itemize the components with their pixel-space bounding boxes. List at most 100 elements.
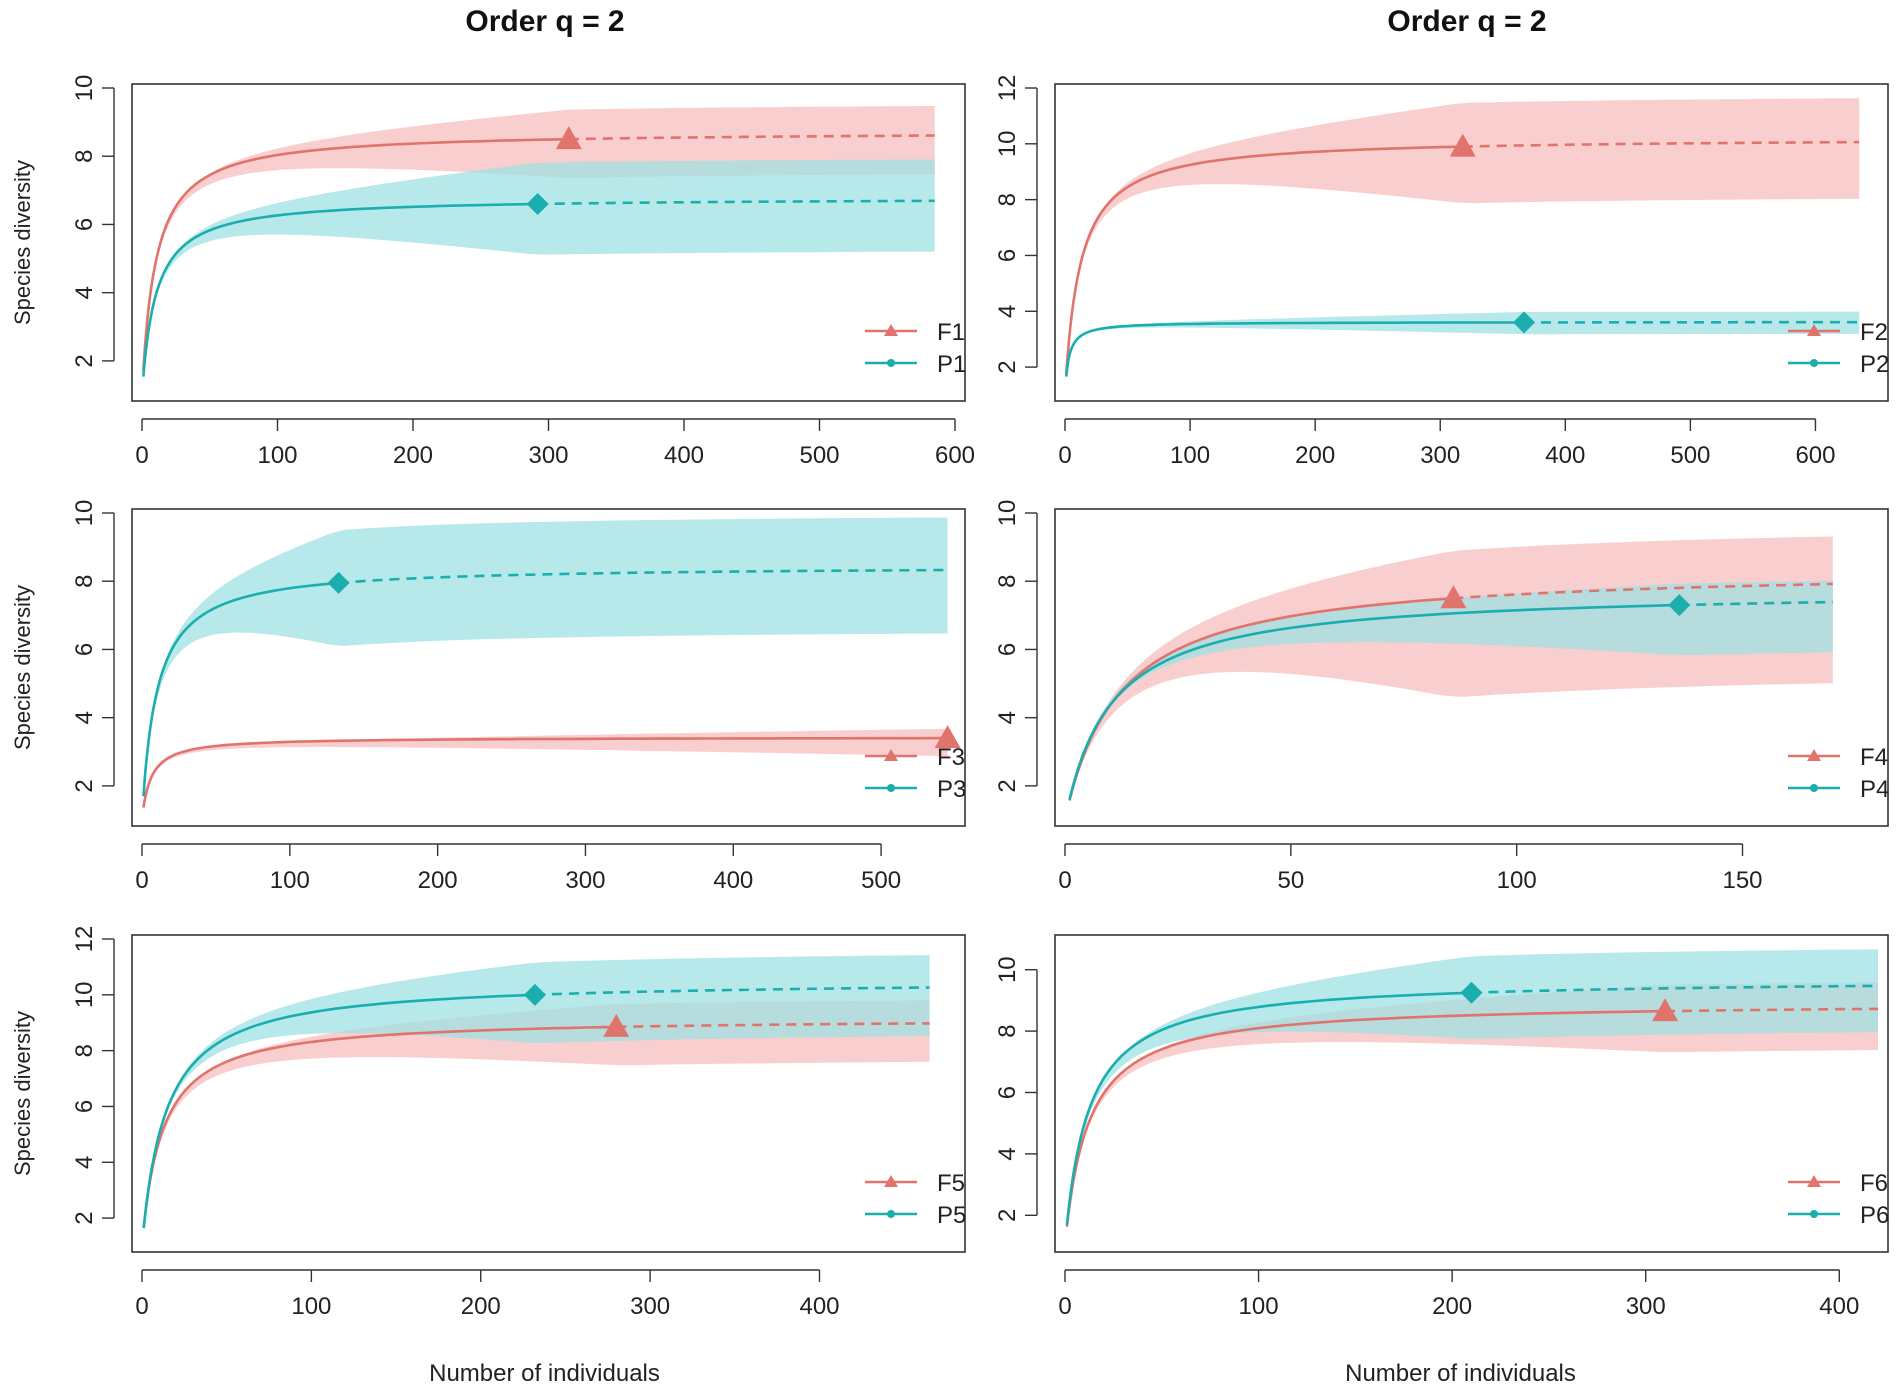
x-tick-label: 200 xyxy=(418,867,458,894)
legend-marker-P2 xyxy=(1810,359,1818,367)
y-tick-label: 6 xyxy=(994,249,1021,262)
x-tick-label: 400 xyxy=(1819,1293,1859,1320)
y-tick-label: 2 xyxy=(71,354,98,367)
legend-label-P3: P3 xyxy=(937,776,966,803)
extrapolated-line-F2 xyxy=(1462,140,1860,148)
y-tick-label: 8 xyxy=(71,150,98,163)
y-axis: 2 4 6 8 10 xyxy=(71,500,115,793)
y-tick-label: 4 xyxy=(71,711,98,724)
y-tick-label: 4 xyxy=(994,305,1021,318)
observed-point-F6 xyxy=(1652,998,1679,1022)
x-axis: 0 50 100 150 xyxy=(1058,843,1763,894)
x-tick-label: 500 xyxy=(861,867,901,894)
y-tick-label: 10 xyxy=(994,130,1021,157)
observed-point-F1 xyxy=(555,126,582,150)
interpolated-line-F1 xyxy=(142,137,569,371)
legend-label-F4: F4 xyxy=(1860,744,1888,771)
confidence-band-F4 xyxy=(1069,536,1833,802)
y-tick-label: 4 xyxy=(71,286,98,299)
y-tick-label: 10 xyxy=(71,75,98,102)
plot-frame xyxy=(131,934,966,1253)
plot-frame xyxy=(1054,508,1889,827)
observed-point-P4 xyxy=(1668,594,1691,617)
x-tick-label: 200 xyxy=(1295,442,1335,469)
y-tick-label: 12 xyxy=(71,926,98,953)
legend-label-F5: F5 xyxy=(937,1170,965,1197)
x-tick-label: 300 xyxy=(1420,442,1460,469)
x-tick-label: 0 xyxy=(135,867,148,894)
y-tick-label: 4 xyxy=(994,1147,1021,1160)
x-tick-label: 100 xyxy=(257,442,297,469)
y-tick-label: 2 xyxy=(994,360,1021,373)
x-tick-label: 300 xyxy=(1626,1293,1666,1320)
interpolated-line-P1 xyxy=(142,202,538,377)
x-tick-label: 400 xyxy=(799,1293,839,1320)
chart-panel-3: 0 100 200 300 400 500 2 4 6 8 10 Species diversity F… xyxy=(10,500,966,894)
chart-panel-1: 0 100 200 300 400 500 600 2 4 6 8 10 Species diversi… xyxy=(10,75,975,469)
y-axis-title: Species diversity xyxy=(10,160,35,325)
legend-marker-F2 xyxy=(1807,324,1821,336)
confidence-band-F2 xyxy=(1066,98,1860,376)
x-axis: 0 100 200 300 400 500 xyxy=(135,843,901,894)
legend-marker-F6 xyxy=(1807,1175,1821,1187)
legend-label-P6: P6 xyxy=(1860,1202,1889,1229)
plot-frame xyxy=(131,508,966,827)
x-tick-label: 600 xyxy=(1795,442,1835,469)
interpolated-line-P6 xyxy=(1065,991,1472,1225)
y-tick-label: 4 xyxy=(71,1156,98,1169)
x-tick-label: 100 xyxy=(1497,867,1537,894)
x-tick-label: 100 xyxy=(270,867,310,894)
confidence-band-P1 xyxy=(143,159,935,378)
legend-marker-F1 xyxy=(884,324,898,336)
legend-marker-P1 xyxy=(887,359,895,367)
interpolated-line-P3 xyxy=(142,581,339,797)
column-title-right: Order q = 2 xyxy=(1387,5,1546,38)
x-axis: 0 100 200 300 400 500 600 xyxy=(135,418,975,469)
y-tick-label: 2 xyxy=(994,779,1021,792)
x-tick-label: 100 xyxy=(1170,442,1210,469)
y-tick-label: 6 xyxy=(71,643,98,656)
interpolated-line-F6 xyxy=(1065,1009,1666,1227)
x-tick-label: 0 xyxy=(1058,442,1071,469)
y-tick-label: 8 xyxy=(994,575,1021,588)
y-tick-label: 12 xyxy=(994,75,1021,102)
y-tick-label: 2 xyxy=(71,779,98,792)
y-tick-label: 6 xyxy=(994,1086,1021,1099)
x-axis: 0 100 200 300 400 xyxy=(135,1269,840,1320)
confidence-band-F5 xyxy=(143,1000,930,1229)
plot-frame xyxy=(131,83,966,402)
legend-label-F2: F2 xyxy=(1860,319,1888,346)
x-tick-label: 200 xyxy=(393,442,433,469)
x-tick-label: 500 xyxy=(1670,442,1710,469)
y-tick-label: 2 xyxy=(994,1209,1021,1222)
y-axis: 2 4 6 8 10 12 xyxy=(994,75,1038,374)
extrapolated-line-F6 xyxy=(1665,1007,1879,1013)
y-tick-label: 8 xyxy=(994,193,1021,206)
legend-label-P5: P5 xyxy=(937,1202,966,1229)
x-axis: 0 100 200 300 400 500 600 xyxy=(1058,418,1835,469)
extrapolated-line-P4 xyxy=(1679,600,1833,607)
interpolated-line-P4 xyxy=(1068,603,1680,800)
x-tick-label: 150 xyxy=(1722,867,1762,894)
interpolated-line-F2 xyxy=(1065,145,1463,375)
confidence-band-F3 xyxy=(143,728,948,809)
y-axis: 2 4 6 8 10 xyxy=(994,500,1038,793)
y-tick-label: 10 xyxy=(994,500,1021,527)
y-tick-label: 10 xyxy=(994,956,1021,983)
legend-marker-P5 xyxy=(887,1210,895,1218)
x-tick-label: 300 xyxy=(565,867,605,894)
legend-marker-F5 xyxy=(884,1175,898,1187)
interpolated-line-F3 xyxy=(142,736,948,808)
chart-panel-6: 0 100 200 300 400 2 4 6 8 10 Number of individuals… xyxy=(994,934,1889,1387)
legend-label-P1: P1 xyxy=(937,351,966,378)
observed-point-P5 xyxy=(523,983,546,1006)
x-tick-label: 400 xyxy=(1545,442,1585,469)
x-tick-label: 50 xyxy=(1277,867,1304,894)
